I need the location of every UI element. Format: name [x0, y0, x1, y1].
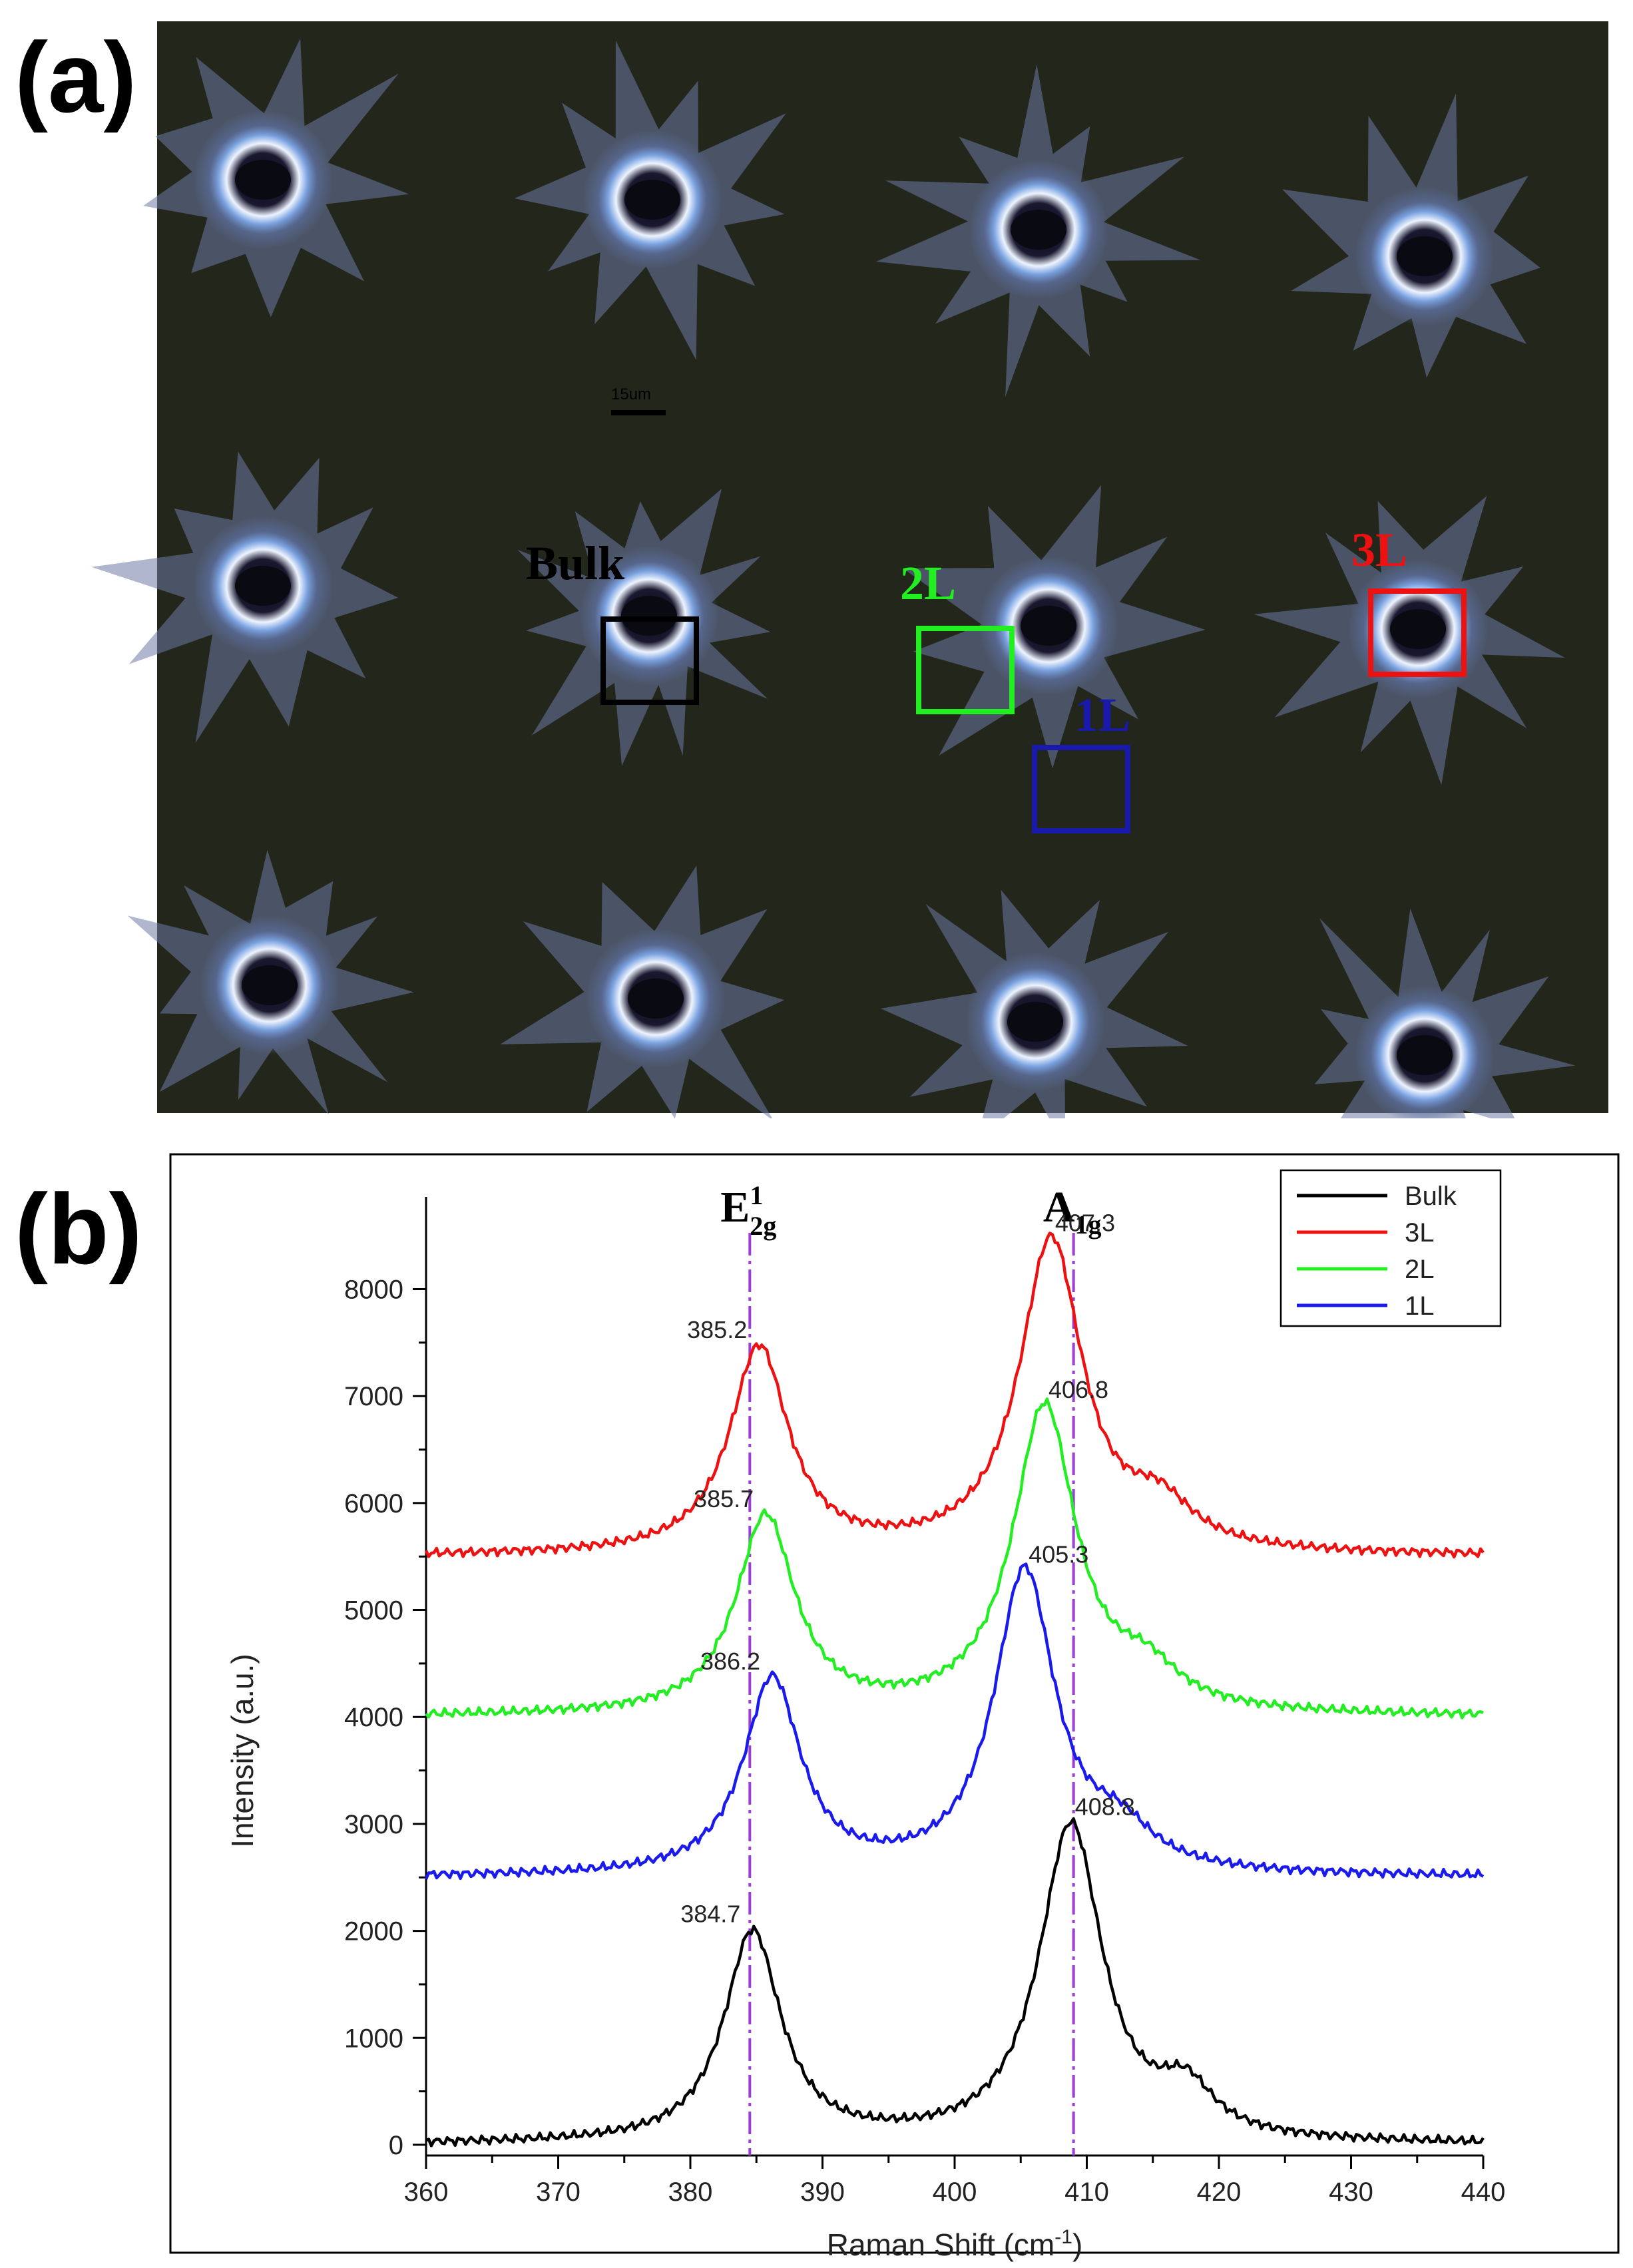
panel-b: (b) 360 370 380 390 400 410 420 430 440 0 1000 2000…	[0, 1132, 1633, 2268]
panel-a: (a) 15um Bulk 2L 1L 3L	[0, 0, 1633, 1118]
region-label-bulk: Bulk	[526, 537, 624, 590]
flake-center	[235, 566, 291, 606]
x-tick-label: 380	[668, 2177, 713, 2207]
legend-label: Bulk	[1405, 1182, 1457, 1211]
flake-center	[624, 180, 680, 220]
x-tick-label: 430	[1329, 2177, 1373, 2207]
flake-center	[235, 160, 291, 200]
x-tick-label: 360	[404, 2177, 449, 2207]
peak-label: 384.7	[680, 1900, 740, 1927]
panel-a-label: (a)	[15, 21, 137, 133]
x-tick-label: 410	[1064, 2177, 1109, 2207]
y-tick-label: 7000	[344, 1382, 403, 1411]
region-label-1l: 1L	[1074, 688, 1130, 742]
peak-label: 406.8	[1049, 1376, 1108, 1403]
peak-label: 385.7	[694, 1485, 754, 1512]
y-tick-label: 8000	[344, 1275, 403, 1305]
peak-label: 385.2	[687, 1316, 747, 1343]
region-label-3l: 3L	[1351, 523, 1407, 576]
panel-b-label: (b)	[15, 1173, 142, 1285]
x-tick-label: 390	[800, 2177, 845, 2207]
flake-center	[1397, 236, 1453, 276]
region-box-bulk	[600, 616, 699, 705]
region-label-2l: 2L	[900, 557, 956, 610]
mode-label: A1g	[1043, 1183, 1102, 1240]
peak-label: 405.3	[1029, 1541, 1088, 1568]
series-line-bulk	[425, 1817, 1485, 2148]
flake-center	[1011, 210, 1066, 250]
flake-center	[1021, 606, 1076, 646]
scale-bar-label: 15um	[611, 385, 651, 403]
legend-label: 3L	[1405, 1218, 1435, 1247]
flake-group	[91, 38, 1576, 1118]
flake-center	[628, 979, 684, 1019]
series-line-3l	[424, 1232, 1485, 1559]
flake-center	[1390, 609, 1446, 649]
y-tick-label: 1000	[344, 2024, 403, 2053]
raman-chart: 360 370 380 390 400 410 420 430 440 0 1000 2000 3000…	[169, 1153, 1620, 2262]
x-tick-label: 400	[933, 2177, 977, 2207]
chart-frame	[169, 1153, 1620, 2254]
series-line-1l	[424, 1562, 1485, 1881]
peak-label: 386.2	[700, 1648, 760, 1675]
x-tick-label: 420	[1197, 2177, 1242, 2207]
y-tick-label: 0	[389, 2131, 403, 2160]
x-axis-label: Raman Shift (cm-1)	[827, 2226, 1083, 2262]
y-axis-label: Intensity (a.u.)	[225, 1654, 260, 1847]
flake-center	[1007, 1002, 1063, 1042]
x-tick-label: 370	[536, 2177, 581, 2207]
region-box-2l	[916, 626, 1015, 714]
peak-label: 408.8	[1075, 1793, 1135, 1821]
y-tick-label: 6000	[344, 1489, 403, 1518]
y-tick-label: 2000	[344, 1917, 403, 1946]
flake-center	[242, 965, 298, 1005]
micrograph: 15um Bulk 2L 1L 3L	[91, 21, 1608, 1118]
y-tick-label: 3000	[344, 1810, 403, 1839]
peak-label: 407.3	[1055, 1209, 1115, 1236]
legend-box	[1280, 1169, 1502, 1327]
region-box-3l	[1368, 588, 1467, 677]
x-tick-label: 440	[1461, 2177, 1506, 2207]
y-tick-label: 4000	[344, 1703, 403, 1732]
legend-label: 2L	[1405, 1255, 1435, 1284]
y-tick-label: 5000	[344, 1596, 403, 1626]
flake-center	[1397, 1035, 1453, 1075]
legend-label: 1L	[1405, 1291, 1435, 1321]
flake-center	[621, 596, 677, 636]
series-line-2l	[425, 1397, 1484, 1719]
mode-label: E1 2g	[720, 1180, 776, 1241]
region-box-1l	[1032, 745, 1130, 833]
